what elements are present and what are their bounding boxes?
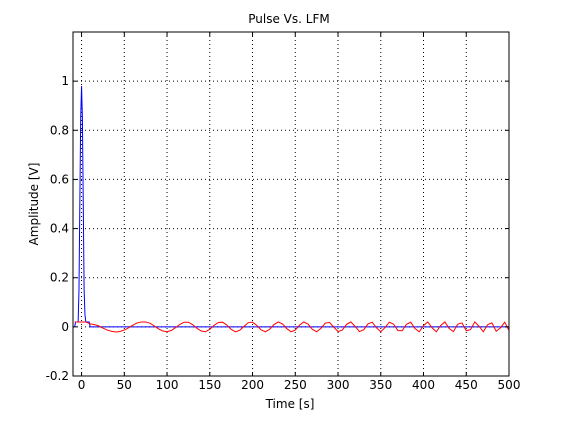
chart-title: Pulse Vs. LFM bbox=[248, 12, 329, 26]
x-tick-label: 450 bbox=[455, 378, 478, 392]
y-tick-label: 1 bbox=[61, 74, 69, 88]
x-tick-label: 350 bbox=[369, 378, 392, 392]
x-tick-label: 500 bbox=[498, 378, 521, 392]
y-tick-label: 0.4 bbox=[50, 222, 69, 236]
x-tick-label: 250 bbox=[284, 378, 307, 392]
y-tick-label: 0.6 bbox=[50, 172, 69, 186]
x-tick-label: 200 bbox=[241, 378, 264, 392]
grid-lines bbox=[73, 32, 510, 377]
lfm-series-line bbox=[74, 321, 509, 333]
y-tick-label: -0.2 bbox=[46, 369, 69, 383]
x-tick-label: 300 bbox=[327, 378, 350, 392]
x-axis-label: Time [s] bbox=[265, 397, 315, 411]
x-tick-label: 50 bbox=[117, 378, 132, 392]
series-lines bbox=[74, 86, 509, 333]
y-tick-label: 0.2 bbox=[50, 271, 69, 285]
x-tick-label: 150 bbox=[198, 378, 221, 392]
x-tick-label: 100 bbox=[156, 378, 179, 392]
plot-area-frame bbox=[72, 31, 510, 377]
x-tick-label: 400 bbox=[412, 378, 435, 392]
axis-ticks: 0 50 100 150 200 250 300 350 400 450 500 -0.2 0 0.2 0.… bbox=[46, 32, 521, 392]
y-tick-label: 0.8 bbox=[50, 123, 69, 137]
x-tick-label: 0 bbox=[78, 378, 86, 392]
y-axis-label: Amplitude [V] bbox=[27, 163, 41, 246]
y-tick-label: 0 bbox=[61, 320, 69, 334]
pulse-series-line bbox=[74, 86, 509, 328]
